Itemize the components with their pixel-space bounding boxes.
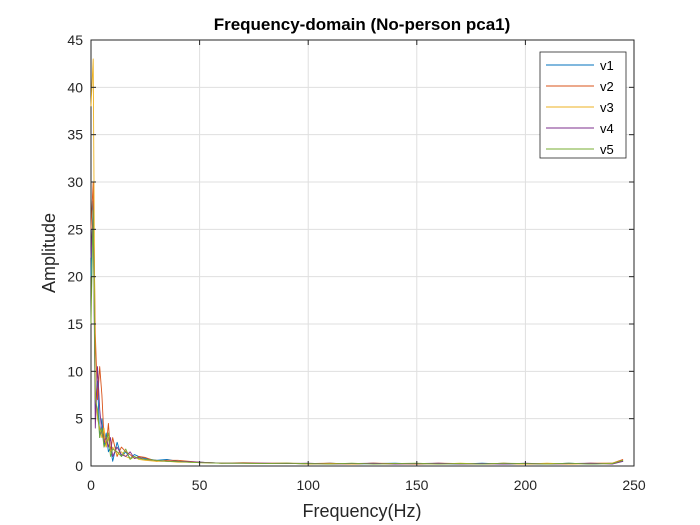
- legend-label-v5: v5: [600, 142, 614, 157]
- x-tick-label: 250: [622, 477, 646, 493]
- y-tick-label: 0: [75, 458, 83, 474]
- legend-label-v4: v4: [600, 121, 614, 136]
- legend-label-v3: v3: [600, 100, 614, 115]
- x-tick-label: 200: [514, 477, 538, 493]
- y-tick-label: 35: [67, 127, 83, 143]
- x-axis-title: Frequency(Hz): [302, 501, 421, 521]
- legend-label-v1: v1: [600, 58, 614, 73]
- series-line-v5: [90, 209, 624, 465]
- x-tick-label: 150: [405, 477, 429, 493]
- y-tick-label: 30: [67, 174, 83, 190]
- y-tick-label: 40: [67, 79, 83, 95]
- x-tick-label: 50: [192, 477, 208, 493]
- legend-label-v2: v2: [600, 79, 614, 94]
- chart-title: Frequency-domain (No-person pca1): [214, 15, 511, 34]
- grid: [90, 39, 635, 467]
- legend: v1 v2 v3 v4 v5: [539, 51, 627, 159]
- series-lines: [90, 58, 624, 465]
- y-tick-label: 10: [67, 363, 83, 379]
- y-axis-title: Amplitude: [39, 213, 59, 293]
- axis-ticks: 0 50 100 150 200 250 0 5 10 15 20 25 30 35 40 45: [67, 32, 645, 493]
- x-tick-label: 0: [87, 477, 95, 493]
- y-tick-label: 15: [67, 316, 83, 332]
- y-tick-label: 20: [67, 269, 83, 285]
- y-tick-label: 5: [75, 411, 83, 427]
- legend-box: [539, 51, 627, 159]
- y-tick-label: 45: [67, 32, 83, 48]
- series-line-v4: [90, 209, 624, 465]
- x-tick-label: 100: [297, 477, 321, 493]
- y-tick-label: 25: [67, 221, 83, 237]
